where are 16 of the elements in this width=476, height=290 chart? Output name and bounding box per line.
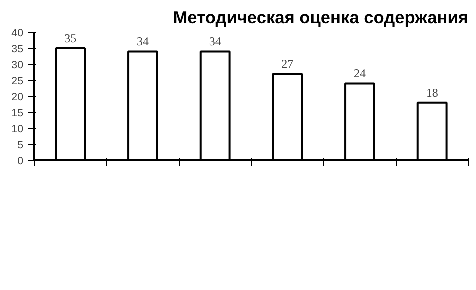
y-tick-label: 5	[18, 140, 24, 152]
y-tick-label: 30	[12, 60, 24, 72]
y-tick-label: 35	[12, 44, 24, 56]
chart-title: Методическая оценка содержания	[173, 8, 468, 28]
y-tick-label: 15	[12, 108, 24, 120]
y-tick-label: 20	[12, 92, 24, 104]
y-tick-label: 25	[12, 76, 24, 88]
data-label: 27	[282, 57, 294, 72]
data-label: 34	[137, 34, 149, 49]
y-tick-label: 10	[12, 124, 24, 136]
data-label: 24	[354, 66, 366, 81]
data-label: 35	[64, 32, 77, 46]
y-tick-label: 0	[18, 156, 24, 168]
y-tick-label: 40	[12, 28, 24, 40]
data-label: 34	[209, 34, 222, 49]
data-label: 18	[426, 86, 438, 100]
